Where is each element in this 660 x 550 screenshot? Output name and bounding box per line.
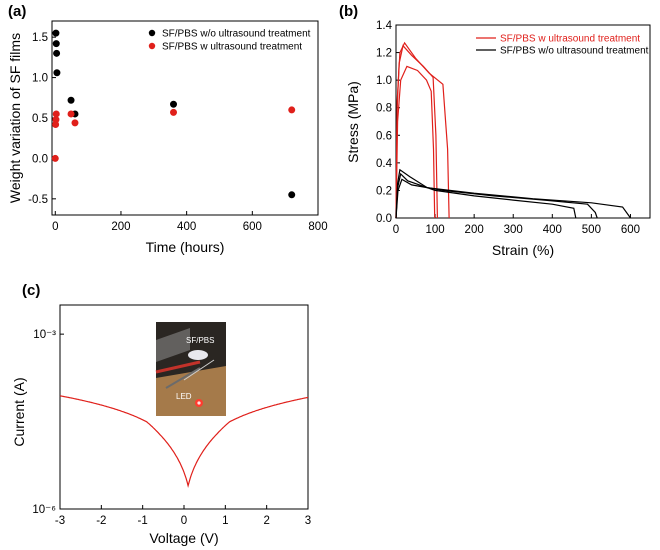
inset-wire-red [155, 360, 201, 374]
a-point-s0-0 [52, 29, 60, 37]
a-xtick-label-3: 600 [243, 221, 262, 233]
c-xtick-label-1: -2 [96, 515, 106, 527]
legend-a-marker-1 [148, 42, 156, 50]
a-ytick-label-2: 0.5 [32, 113, 48, 125]
a-point-s1-4 [67, 110, 75, 118]
b-line-3 [395, 172, 577, 219]
panel-c-ylabel: Current (A) [11, 377, 27, 446]
b-ytick-label-7: 1.4 [376, 20, 393, 32]
b-xtick-label-1: 100 [425, 224, 444, 236]
b-xtick-label-5: 500 [582, 224, 601, 236]
c-ytick-label-1: 10⁻³ [33, 329, 56, 341]
a-xtick-label-1: 200 [111, 221, 130, 233]
a-point-s0-1 [52, 40, 60, 48]
panel-a-xlabel: Time (hours) [146, 239, 225, 255]
panel-c: (c) -3 -2 -1 0 1 2 3 10⁻⁶ 10⁻³ Voltage (V) Curre… [11, 282, 311, 546]
c-xtick-label-0: -3 [55, 515, 65, 527]
c-xtick-label-3: 0 [181, 515, 187, 527]
a-point-s1-6 [170, 108, 178, 116]
panel-b-ylabel: Stress (MPa) [345, 81, 361, 163]
panel-b-xlabel: Strain (%) [492, 242, 554, 258]
legend-a-label-0: SF/PBS w/o ultrasound treatment [162, 29, 311, 40]
b-line-4 [395, 178, 598, 219]
legend-b-label-0: SF/PBS w ultrasound treatment [500, 34, 640, 45]
b-xtick-label-6: 600 [621, 224, 640, 236]
inset-label-sfpbs: SF/PBS [186, 336, 214, 345]
a-point-s0-7 [288, 191, 296, 199]
a-xtick-label-0: 0 [52, 221, 58, 233]
panel-b-lines [395, 41, 631, 219]
c-xtick-label-4: 1 [222, 515, 228, 527]
b-line-0 [395, 44, 438, 219]
panel-c-xlabel: Voltage (V) [149, 530, 218, 546]
panel-b-ticks: 0 100 200 300 400 500 600 0.0 0.2 0.4 0.6 0.8 1.0 1.2… [376, 20, 640, 236]
a-point-s1-2 [52, 116, 60, 124]
a-point-s0-2 [53, 49, 61, 57]
a-point-s1-0 [51, 154, 59, 162]
iv-curve [59, 395, 309, 489]
panel-b-label: (b) [339, 3, 358, 20]
panel-a-label: (a) [8, 3, 26, 20]
b-ytick-label-3: 0.6 [376, 130, 392, 142]
b-line-5 [395, 168, 631, 219]
a-point-s1-7 [288, 106, 296, 114]
a-point-s1-5 [71, 119, 79, 127]
panel-b-legend: SF/PBS w ultrasound treatment SF/PBS w/o… [476, 34, 649, 57]
b-line-2 [395, 65, 436, 219]
b-xtick-label-0: 0 [393, 224, 399, 236]
legend-a-label-1: SF/PBS w ultrasound treatment [162, 42, 302, 53]
a-point-s0-4 [67, 96, 75, 104]
legend-a-marker-0 [148, 29, 156, 37]
inset-led-core [197, 401, 201, 405]
a-point-s1-3 [52, 110, 60, 118]
c-xtick-label-5: 2 [263, 515, 269, 527]
c-ytick-label-0: 10⁻⁶ [32, 504, 56, 516]
inset-photo: SF/PBS LED [155, 322, 226, 416]
c-xtick-label-2: -1 [138, 515, 148, 527]
c-xtick-label-6: 3 [305, 515, 311, 527]
legend-b-label-1: SF/PBS w/o ultrasound treatment [500, 46, 649, 57]
a-xtick-label-4: 800 [308, 221, 327, 233]
panel-a-ylabel: Weight variation of SF films [7, 33, 23, 203]
b-ytick-label-5: 1.0 [376, 75, 392, 87]
panel-a-ticks: 0 200 400 600 800 -0.5 0.0 0.5 1.0 1.5 [28, 32, 327, 233]
inset-label-led: LED [176, 392, 192, 401]
panel-b: (b) 0 100 200 300 400 500 600 0.0 0.2 0.4 0.6 0.8 1.… [339, 3, 651, 258]
inset-sf-film [188, 350, 208, 360]
b-ytick-label-4: 0.8 [376, 103, 392, 115]
panel-a-legend: SF/PBS w/o ultrasound treatment SF/PBS w… [148, 29, 311, 53]
b-ytick-label-0: 0.0 [376, 213, 392, 225]
b-ytick-label-6: 1.2 [376, 48, 392, 60]
panel-a-points [51, 29, 296, 199]
panel-c-ticks: -3 -2 -1 0 1 2 3 10⁻⁶ 10⁻³ [32, 329, 311, 527]
a-ytick-label-3: 1.0 [32, 73, 48, 85]
b-ytick-label-2: 0.4 [376, 158, 393, 170]
a-xtick-label-2: 400 [177, 221, 196, 233]
b-ytick-label-1: 0.2 [376, 185, 392, 197]
panel-c-label: (c) [22, 282, 40, 299]
a-ytick-label-4: 1.5 [32, 32, 48, 44]
b-xtick-label-4: 400 [543, 224, 562, 236]
inset-wood-board [156, 366, 226, 416]
b-xtick-label-3: 300 [504, 224, 523, 236]
b-xtick-label-2: 200 [465, 224, 484, 236]
inset-lead [183, 359, 215, 381]
panel-b-frame [395, 24, 651, 219]
b-line-1 [395, 41, 450, 219]
a-point-s0-3 [53, 69, 61, 77]
inset-wire-grey [165, 367, 201, 389]
a-ytick-label-0: -0.5 [28, 194, 48, 206]
inset-clip [156, 328, 190, 362]
panel-a: (a) 0 200 400 600 800 -0.5 0.0 0.5 1.0 1.5 Time (… [7, 3, 328, 255]
a-ytick-label-1: 0.0 [32, 153, 48, 165]
a-point-s0-6 [170, 100, 178, 108]
